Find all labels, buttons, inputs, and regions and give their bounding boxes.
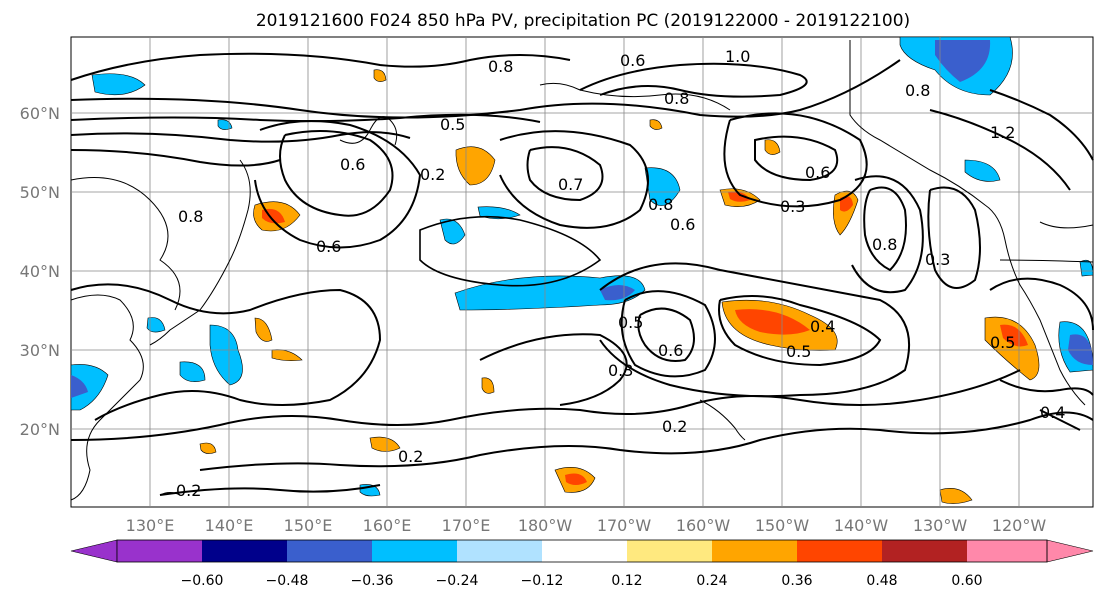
lon-label: 130°W [913,516,968,535]
contour-label: 0.6 [805,163,830,182]
colorbar: −0.60 −0.48 −0.36 −0.24 −0.12 0.12 0.24 … [70,539,1094,589]
contour-label: 0.8 [905,81,930,100]
contour-label: 0.6 [620,51,645,70]
colorbar-tick: 0.12 [611,573,642,589]
colorbar-swatch [542,540,627,562]
contour-label: 0.6 [658,341,683,360]
contour-label: 0.3 [608,361,633,380]
map-panel: 0.6 0.8 1.0 0.8 0.8 0.6 0.5 0.2 0.7 0.6 … [20,36,1094,535]
contour-label: 0.6 [670,215,695,234]
lon-label: 170°E [442,516,491,535]
colorbar-swatch [287,540,372,562]
coastlines [70,40,1094,501]
lat-label: 50°N [20,183,60,202]
colorbar-swatch [627,540,712,562]
colorbar-tick: −0.24 [436,573,479,589]
colorbar-tick: −0.60 [181,573,224,589]
colorbar-tick: 0.60 [951,573,982,589]
gridlines [71,37,1093,507]
lat-label: 30°N [20,341,60,360]
contour-label: 0.5 [990,333,1015,352]
contour-label: 0.5 [440,115,465,134]
contour-label: 0.5 [618,313,643,332]
colorbar-tick: −0.12 [521,573,564,589]
colorbar-tick: 0.36 [781,573,812,589]
contour-label: 0.8 [488,57,513,76]
lat-label: 60°N [20,104,60,123]
colorbar-tick: −0.36 [351,573,394,589]
contour-label: 0.6 [316,237,341,256]
colorbar-swatch [882,540,967,562]
colorbar-tick: 0.48 [866,573,897,589]
contour-label: 1.2 [990,123,1015,142]
contour-label: 0.8 [648,195,673,214]
contour-label: 0.8 [178,207,203,226]
latitude-labels: 60°N 50°N 40°N 30°N 20°N [20,104,60,439]
contour-labels: 0.6 0.8 1.0 0.8 0.8 0.6 0.5 0.2 0.7 0.6 … [176,47,1065,500]
colorbar-swatch [202,540,287,562]
lon-label: 150°W [755,516,810,535]
colorbar-tick: −0.48 [266,573,309,589]
longitude-labels: 130°E 140°E 150°E 160°E 170°E 180°W 170°… [126,516,1047,535]
lat-label: 40°N [20,262,60,281]
contour-label: 0.4 [810,317,835,336]
contour-label: 0.8 [872,235,897,254]
colorbar-swatch [117,540,202,562]
lat-label: 20°N [20,420,60,439]
contour-label: 0.8 [664,89,689,108]
lon-label: 140°W [834,516,889,535]
contour-label: 0.3 [780,197,805,216]
lon-label: 140°E [205,516,254,535]
lon-label: 120°W [992,516,1047,535]
contour-label: 0.2 [420,165,445,184]
lon-label: 150°E [284,516,333,535]
figure-title: 2019121600 F024 850 hPa PV, precipitatio… [256,11,910,31]
colorbar-swatch [797,540,882,562]
lon-label: 160°W [676,516,731,535]
contour-label: 0.6 [340,155,365,174]
negative-anomaly-shading [70,36,1094,497]
pv-contours [70,52,1094,496]
contour-label: 0.2 [176,481,201,500]
contour-label: 0.2 [398,447,423,466]
contour-label: 0.7 [558,175,583,194]
colorbar-arrow-right [1046,539,1094,563]
contour-label: 0.5 [786,342,811,361]
lon-label: 160°E [363,516,412,535]
lon-label: 130°E [126,516,175,535]
colorbar-swatch [967,540,1047,562]
positive-anomaly-shading [199,69,1040,504]
contour-label: 0.2 [662,417,687,436]
colorbar-ticks: −0.60 −0.48 −0.36 −0.24 −0.12 0.12 0.24 … [181,573,983,589]
colorbar-arrow-left [70,539,118,563]
contour-label: 1.0 [725,47,750,66]
colorbar-swatch [712,540,797,562]
colorbar-swatch [457,540,542,562]
colorbar-tick: 0.24 [696,573,727,589]
lon-label: 180°W [518,516,573,535]
colorbar-swatch [372,540,457,562]
contour-label: 0.4 [1040,403,1065,422]
lon-label: 170°W [597,516,652,535]
contour-label: 0.3 [925,250,950,269]
